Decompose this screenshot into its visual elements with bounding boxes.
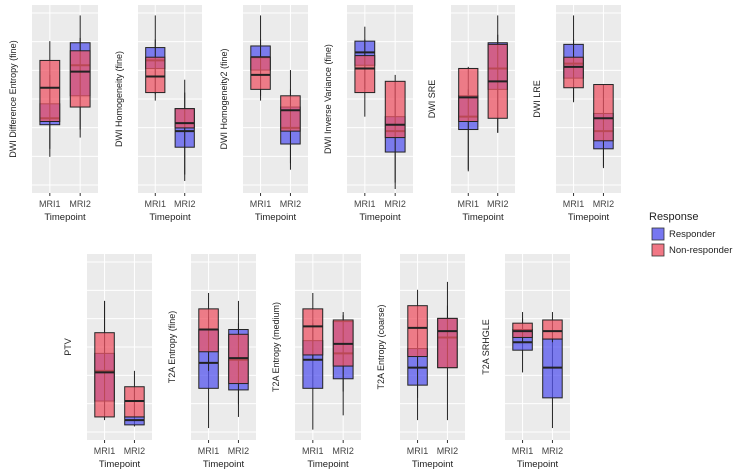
panel-6: MRI1 MRI2 Timepoint DWI LRE	[532, 5, 621, 223]
legend-title: Response	[649, 211, 699, 223]
x-tick-label: MRI2	[593, 199, 615, 209]
y-axis-label: T2A Entropy (coarse)	[376, 304, 386, 389]
x-tick-label: MRI2	[174, 199, 196, 209]
box-non-responder-mri2	[542, 319, 563, 340]
panel-8: MRI1 MRI2 Timepoint T2A Entropy (fine)	[167, 254, 256, 470]
box-non-responder-mri1	[354, 55, 376, 94]
box-non-responder-mri1	[563, 56, 584, 89]
x-tick-label: MRI2	[69, 199, 91, 209]
x-axis-label: Timepoint	[568, 212, 610, 223]
x-tick-label: MRI2	[384, 199, 406, 209]
legend-label-responder: Responder	[669, 229, 715, 240]
y-axis-label: DWI LRE	[532, 80, 542, 118]
box-non-responder-mri2	[280, 95, 301, 132]
y-axis-label: T2A Entropy (medium)	[271, 302, 281, 392]
x-tick-label: MRI2	[542, 446, 564, 456]
x-axis-label: Timepoint	[44, 212, 86, 223]
y-axis-label: DWI Homogeneity2 (fine)	[219, 48, 229, 149]
x-axis-label: Timepoint	[99, 459, 141, 470]
legend-label-non-responder: Non-responder	[669, 245, 732, 256]
panel-area: MRI1 MRI2 Timepoint DWI Difference Entropy …	[8, 5, 621, 470]
legend: Response Responder Non-responder	[649, 211, 732, 257]
panel-11: MRI1 MRI2 Timepoint T2A SRHGLE	[481, 254, 570, 470]
x-tick-label: MRI2	[280, 199, 302, 209]
x-tick-label: MRI1	[198, 446, 220, 456]
y-axis-label: T2A SRHGLE	[481, 319, 491, 375]
x-tick-label: MRI1	[354, 199, 376, 209]
panel-7: MRI1 MRI2 Timepoint PTV	[63, 254, 152, 470]
x-axis-label: Timepoint	[149, 212, 191, 223]
box-non-responder-mri1	[39, 59, 61, 122]
box-non-responder-mri2	[384, 80, 406, 139]
box-non-responder-mri1	[407, 305, 428, 358]
box-non-responder-mri2	[174, 108, 195, 129]
x-tick-label: MRI2	[124, 446, 146, 456]
panel-1: MRI1 MRI2 Timepoint DWI Difference Entropy …	[8, 5, 98, 223]
x-tick-label: MRI1	[458, 199, 480, 209]
x-axis-label: Timepoint	[462, 212, 504, 223]
legend-swatch-non-responder	[651, 243, 665, 257]
panel-4: MRI1 MRI2 Timepoint DWI Inverse Variance (f…	[323, 5, 413, 223]
y-axis-label: T2A Entropy (fine)	[167, 311, 177, 384]
panel-2: MRI1 MRI2 Timepoint DWI Homogeneity (fine)	[114, 5, 202, 223]
x-tick-label: MRI1	[94, 446, 116, 456]
x-axis-label: Timepoint	[255, 212, 297, 223]
x-tick-label: MRI2	[332, 446, 354, 456]
y-axis-label: DWI SRE	[427, 80, 437, 119]
x-tick-label: MRI2	[228, 446, 250, 456]
box-non-responder-mri2	[437, 317, 458, 369]
x-tick-label: MRI1	[563, 199, 585, 209]
y-axis-label: DWI Homogeneity (fine)	[114, 51, 124, 147]
x-axis-label: Timepoint	[307, 459, 349, 470]
x-axis-label: Timepoint	[203, 459, 245, 470]
x-tick-label: MRI1	[145, 199, 167, 209]
legend-swatch-responder	[651, 227, 665, 241]
panel-9: MRI1 MRI2 Timepoint T2A Entropy (medium)	[271, 254, 361, 470]
x-tick-label: MRI1	[39, 199, 61, 209]
y-axis-label: DWI Difference Entropy (fine)	[8, 40, 18, 157]
x-axis-label: Timepoint	[412, 459, 454, 470]
x-axis-label: Timepoint	[359, 212, 401, 223]
x-tick-label: MRI1	[407, 446, 429, 456]
x-tick-label: MRI1	[250, 199, 272, 209]
panel-5: MRI1 MRI2 Timepoint DWI SRE	[427, 5, 515, 223]
x-tick-label: MRI1	[512, 446, 534, 456]
box-non-responder-mri1	[250, 56, 271, 90]
box-non-responder-mri2	[593, 84, 614, 142]
box-non-responder-mri1	[94, 332, 115, 418]
x-tick-label: MRI2	[487, 199, 509, 209]
x-tick-label: MRI1	[302, 446, 324, 456]
y-axis-label: DWI Inverse Variance (fine)	[323, 44, 333, 154]
x-axis-label: Timepoint	[517, 459, 559, 470]
panel-10: MRI1 MRI2 Timepoint T2A Entropy (coarse)	[376, 254, 465, 470]
y-axis-label: PTV	[63, 338, 73, 356]
x-tick-label: MRI2	[437, 446, 459, 456]
box-non-responder-mri1	[458, 67, 479, 122]
panel-3: MRI1 MRI2 Timepoint DWI Homogeneity2 (fine)	[219, 5, 308, 223]
box-non-responder-mri2	[69, 50, 91, 108]
box-non-responder-mri1	[302, 308, 324, 356]
box-non-responder-mri1	[145, 56, 166, 94]
